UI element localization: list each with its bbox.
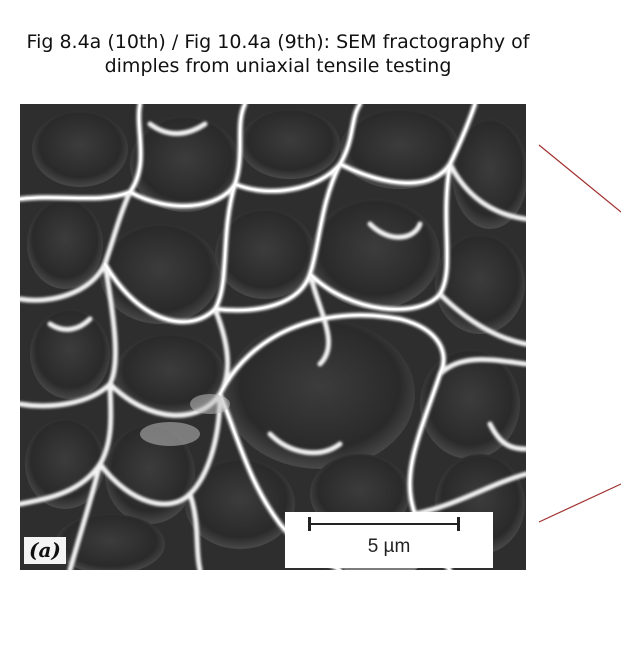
connector-line-top	[538, 144, 621, 213]
scale-bar-label: 5 µm	[367, 536, 411, 557]
scale-bar	[308, 517, 460, 531]
caption-line-2: dimples from uniaxial tensile testing	[104, 55, 452, 77]
connector-line-bottom	[538, 483, 621, 523]
sem-micrograph: (a) 5 µm	[20, 104, 526, 570]
figure-caption: Fig 8.4a (10th) / Fig 10.4a (9th): SEM f…	[18, 30, 538, 78]
panel-label: (a)	[24, 537, 66, 564]
scale-bar-box: 5 µm	[285, 512, 493, 568]
caption-line-1: Fig 8.4a (10th) / Fig 10.4a (9th): SEM f…	[26, 31, 530, 53]
